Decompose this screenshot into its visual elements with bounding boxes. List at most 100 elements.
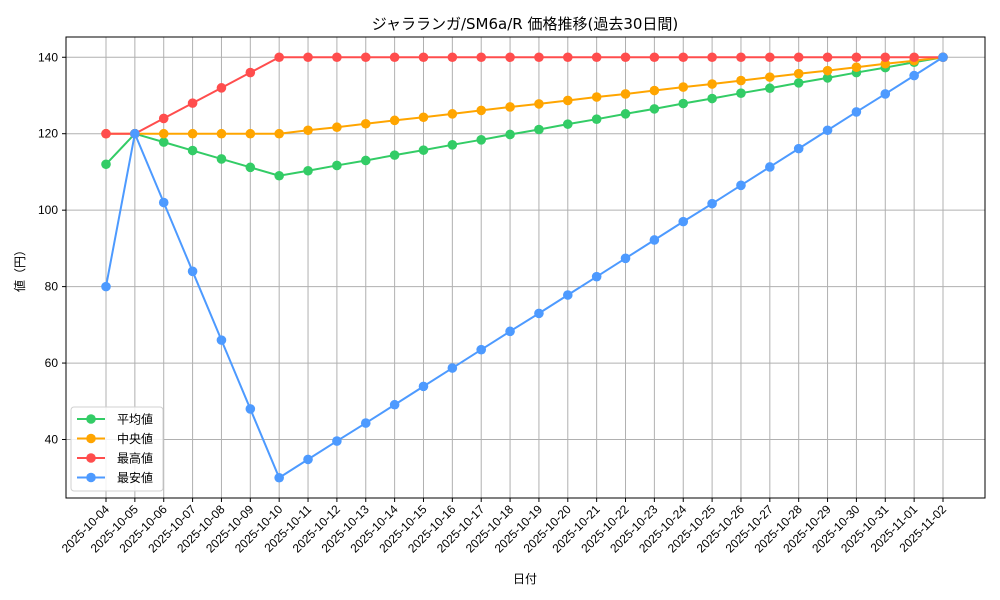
- data-point: [274, 170, 284, 181]
- data-point: [591, 114, 602, 124]
- x-axis-ticks: 2025-10-042025-10-052025-10-062025-10-07…: [59, 498, 949, 556]
- data-point: [187, 266, 198, 277]
- series-line: [101, 52, 948, 483]
- data-point: [245, 404, 256, 414]
- series-line: [101, 52, 948, 139]
- data-point: [418, 52, 429, 63]
- y-tick-label: 140: [38, 50, 58, 64]
- data-point: [591, 52, 602, 63]
- legend-item: 最安値: [77, 470, 153, 485]
- data-point: [880, 89, 891, 99]
- data-point: [389, 115, 400, 126]
- data-point: [736, 75, 746, 86]
- data-point: [187, 128, 198, 139]
- data-point: [851, 62, 862, 72]
- data-point: [793, 68, 804, 79]
- chart-title: ジャラランガ/SM6a/R 価格推移(過去30日間): [372, 15, 679, 33]
- data-point: [736, 88, 746, 98]
- data-point: [101, 159, 111, 170]
- y-axis-ticks: 40 60 80 100 120 140: [38, 50, 66, 447]
- legend-marker-icon: [86, 414, 96, 424]
- data-point: [822, 125, 833, 136]
- plot-frame: [65, 36, 986, 499]
- y-tick-label: 80: [45, 280, 59, 294]
- data-point: [389, 52, 400, 63]
- data-point: [360, 118, 371, 129]
- data-point: [649, 235, 660, 245]
- legend-label: 最高値: [117, 451, 153, 466]
- data-point: [678, 52, 689, 63]
- data-point: [447, 109, 458, 119]
- data-point: [678, 98, 689, 109]
- data-point: [736, 52, 746, 63]
- data-point: [591, 271, 602, 282]
- data-point: [360, 418, 371, 428]
- data-point: [158, 113, 169, 124]
- data-point: [447, 363, 458, 373]
- data-point: [130, 128, 140, 139]
- legend-item: 平均値: [77, 412, 153, 427]
- data-point: [418, 381, 429, 392]
- data-point: [332, 122, 342, 133]
- data-point: [562, 95, 573, 106]
- data-point: [909, 70, 919, 81]
- data-point: [765, 52, 775, 63]
- data-point: [938, 52, 948, 63]
- data-point: [534, 52, 544, 63]
- data-point: [736, 180, 746, 191]
- data-point: [534, 308, 544, 319]
- y-tick-label: 100: [38, 203, 58, 217]
- data-point: [649, 52, 660, 63]
- data-point: [620, 253, 631, 264]
- data-point: [476, 52, 487, 63]
- data-point: [562, 52, 573, 63]
- data-point: [418, 145, 429, 155]
- data-point: [765, 83, 775, 94]
- data-point: [332, 52, 342, 63]
- x-axis-label: 日付: [513, 572, 537, 586]
- data-point: [505, 129, 515, 140]
- data-point: [707, 79, 717, 89]
- data-point: [274, 472, 284, 483]
- data-point: [360, 155, 371, 166]
- data-point: [274, 128, 284, 139]
- data-point: [707, 93, 717, 104]
- data-point: [678, 216, 689, 227]
- data-point: [389, 150, 400, 160]
- data-point: [476, 135, 487, 145]
- legend-marker-icon: [86, 453, 96, 463]
- data-point: [476, 344, 487, 355]
- legend-item: 中央値: [77, 431, 153, 446]
- data-point: [851, 107, 862, 117]
- data-point: [505, 102, 515, 112]
- data-point: [303, 165, 313, 176]
- data-point: [822, 52, 833, 63]
- y-tick-label: 60: [45, 356, 59, 370]
- data-point: [216, 154, 227, 164]
- data-point: [534, 124, 544, 135]
- data-point: [851, 52, 862, 63]
- data-point: [158, 128, 169, 139]
- legend-label: 最安値: [117, 470, 153, 485]
- data-point: [793, 52, 804, 63]
- data-point: [793, 78, 804, 88]
- data-point: [216, 83, 227, 93]
- legend-item: 最高値: [77, 451, 153, 466]
- data-point: [245, 128, 256, 139]
- legend-marker-icon: [86, 433, 96, 444]
- data-point: [303, 52, 313, 63]
- data-point: [620, 89, 631, 99]
- legend-label: 中央値: [117, 431, 153, 446]
- series-line: [101, 52, 948, 139]
- legend-box: [70, 406, 164, 492]
- data-point: [303, 125, 313, 136]
- data-point: [274, 52, 284, 63]
- data-point: [158, 137, 169, 147]
- y-tick-label: 120: [38, 127, 58, 141]
- data-point: [332, 160, 342, 171]
- data-point: [649, 85, 660, 96]
- data-point: [187, 98, 198, 108]
- data-point: [534, 99, 544, 109]
- data-point: [822, 73, 833, 83]
